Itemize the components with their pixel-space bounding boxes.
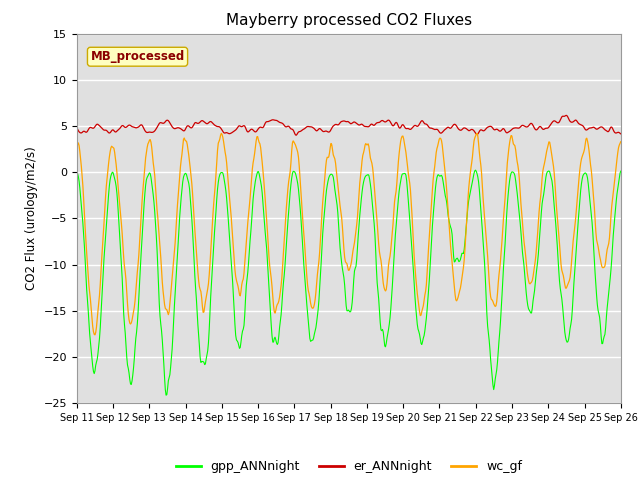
er_ANNnight [223, 130, 230, 135]
wc_gf [91, 332, 99, 338]
gpp_ANNnight [617, 168, 625, 174]
Line: er_ANNnight: er_ANNnight [77, 115, 621, 135]
wc_gf [223, 169, 231, 175]
gpp_ANNnight [139, 226, 147, 232]
er_ANNnight [292, 132, 300, 138]
Line: gpp_ANNnight: gpp_ANNnight [77, 170, 621, 395]
Title: Mayberry processed CO2 Fluxes: Mayberry processed CO2 Fluxes [226, 13, 472, 28]
gpp_ANNnight [73, 169, 81, 175]
wc_gf [431, 157, 439, 163]
Legend: gpp_ANNnight, er_ANNnight, wc_gf: gpp_ANNnight, er_ANNnight, wc_gf [171, 455, 527, 478]
er_ANNnight [416, 121, 424, 127]
wc_gf [73, 145, 81, 151]
er_ANNnight [139, 123, 147, 129]
Text: MB_processed: MB_processed [90, 50, 185, 63]
gpp_ANNnight [472, 167, 479, 173]
er_ANNnight [431, 127, 439, 132]
er_ANNnight [617, 131, 625, 137]
wc_gf [83, 249, 90, 255]
wc_gf [416, 309, 424, 314]
wc_gf [195, 277, 202, 283]
er_ANNnight [194, 120, 202, 126]
Line: wc_gf: wc_gf [77, 133, 621, 335]
Y-axis label: CO2 Flux (urology/m2/s): CO2 Flux (urology/m2/s) [25, 146, 38, 290]
er_ANNnight [83, 129, 90, 135]
gpp_ANNnight [431, 186, 439, 192]
gpp_ANNnight [223, 204, 231, 210]
wc_gf [617, 139, 625, 144]
gpp_ANNnight [162, 392, 170, 398]
gpp_ANNnight [416, 332, 424, 337]
er_ANNnight [563, 112, 570, 118]
wc_gf [473, 131, 481, 136]
gpp_ANNnight [83, 286, 90, 292]
wc_gf [140, 181, 147, 187]
gpp_ANNnight [195, 332, 202, 337]
er_ANNnight [73, 125, 81, 131]
